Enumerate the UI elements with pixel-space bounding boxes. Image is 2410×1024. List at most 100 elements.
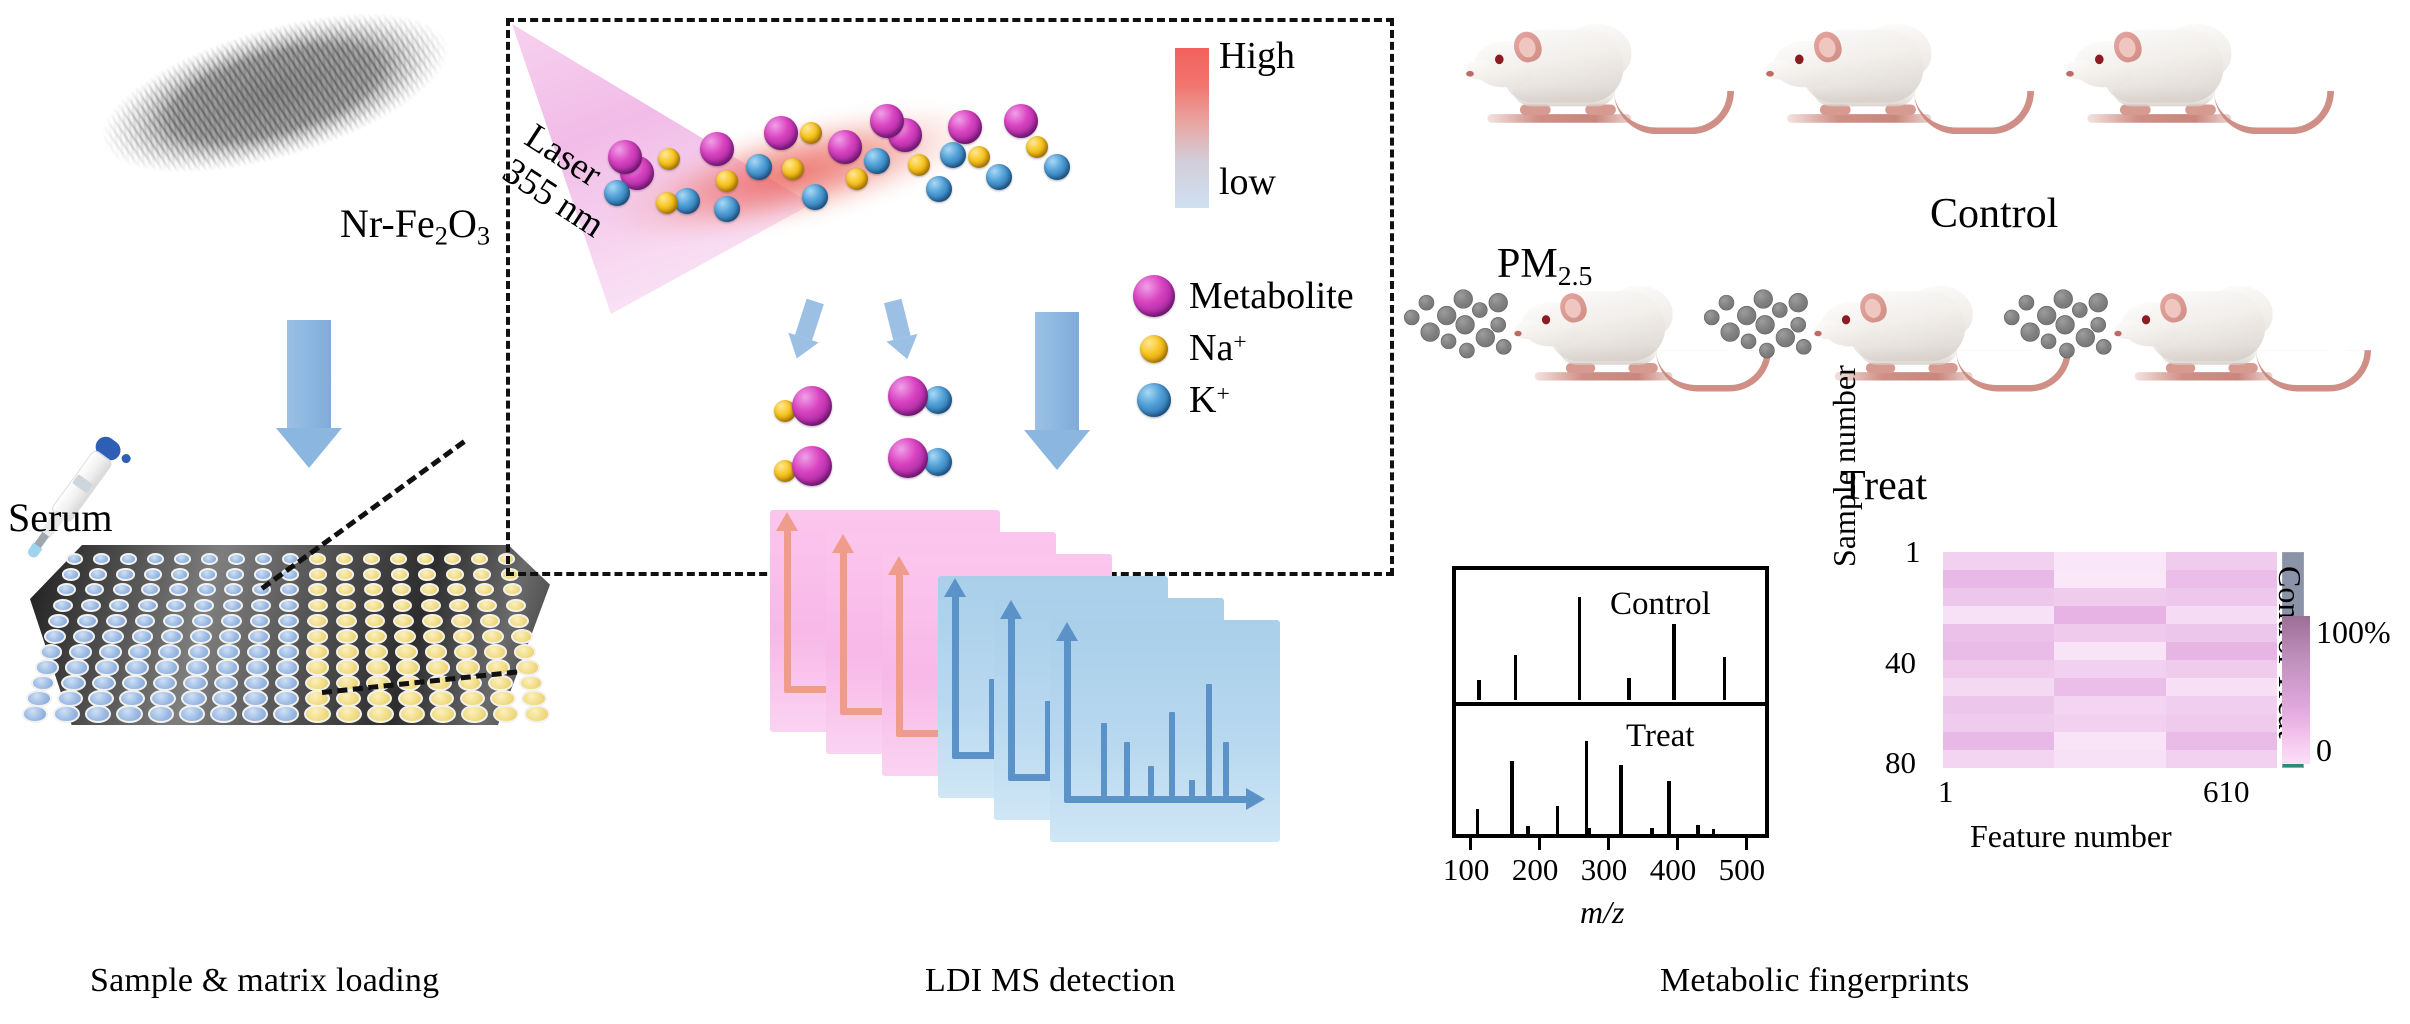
plate-well <box>335 583 355 597</box>
metabolite-ball <box>792 386 832 426</box>
sodium-icon <box>1133 325 1179 371</box>
plate-well <box>249 613 271 629</box>
pm25-label: PM2.5 <box>1497 241 1593 291</box>
potassium-icon <box>1133 377 1179 423</box>
plate-well <box>143 568 162 581</box>
ion-legend: Metabolite Na+ K+ <box>1133 270 1354 426</box>
mouse-illustration <box>1703 282 2076 392</box>
heatmap-cell <box>2165 714 2277 732</box>
potassium-ball <box>864 148 890 174</box>
plate-well <box>479 613 501 629</box>
plate-well <box>160 629 183 644</box>
pm25-particle-cloud <box>2000 286 2112 359</box>
spectrum-y-arrow <box>1000 600 1022 619</box>
mouse-illustration <box>2066 20 2339 135</box>
pm25-particle <box>1740 333 1757 350</box>
plate-well <box>308 583 328 597</box>
plate-well <box>220 613 242 629</box>
mouse-illustration <box>1766 20 2039 135</box>
ms-peak-treat <box>1475 808 1480 834</box>
pm25-particle <box>1472 302 1488 318</box>
plate-well <box>116 568 135 581</box>
mouse-eye <box>2094 54 2104 65</box>
sodium-ball <box>800 122 822 144</box>
plate-well <box>364 613 386 629</box>
plate-well <box>306 629 329 644</box>
pm25-particle <box>2055 315 2075 335</box>
plate-well <box>125 659 149 676</box>
mouse-foot <box>1819 104 1851 116</box>
control-group-label: Control <box>1930 191 2059 237</box>
ms-panel-treat-label: Treat <box>1626 718 1695 754</box>
ms-peak-control <box>1627 677 1631 700</box>
mouse-ear-inner <box>2162 296 2184 320</box>
spectrum-y-axis <box>952 594 959 758</box>
heatmap-cell <box>2165 606 2277 624</box>
plate-well <box>419 583 439 597</box>
plate-well <box>158 644 181 660</box>
pm25-particle <box>2088 293 2108 313</box>
mouse-foot <box>1628 362 1658 374</box>
mouse-foot <box>2185 104 2216 116</box>
plate-well <box>57 583 77 597</box>
spectrum-x-arrow <box>1246 788 1265 810</box>
plate-well <box>137 598 158 613</box>
potassium-ball <box>802 184 828 210</box>
mouse-illustration <box>2003 282 2376 392</box>
spectrum-peak <box>1100 722 1107 796</box>
mouse-tail <box>1956 350 2071 392</box>
metabolite-ball <box>1004 104 1038 138</box>
spectrum-y-axis <box>840 550 847 714</box>
sodium-ball <box>1026 136 1048 158</box>
plate-well <box>48 613 70 629</box>
plate-well <box>307 598 328 613</box>
mouse-nose <box>2114 330 2122 337</box>
ms-peak-control <box>1722 657 1726 700</box>
plate-well <box>187 644 211 660</box>
heatmap-cell <box>2165 732 2277 750</box>
plate-well <box>335 568 355 581</box>
heatmap-cell <box>2054 642 2166 660</box>
loading-arrow <box>276 320 342 468</box>
plate-well <box>450 613 472 629</box>
spectrum-y-arrow <box>776 512 798 531</box>
ms-peak-treat <box>1587 827 1591 834</box>
heatmap-xtick-max: 610 <box>2203 774 2250 809</box>
plate-well <box>155 659 180 676</box>
plate-well <box>171 568 190 581</box>
plate-well <box>120 553 138 565</box>
spectrum-y-axis <box>1008 616 1015 780</box>
heatmap-x-axis-title: Feature number <box>1970 818 2172 854</box>
spectrum-peak <box>1189 779 1195 796</box>
colorbar-min-label: 0 <box>2316 732 2332 768</box>
pm25-particle-cloud <box>1700 286 1812 359</box>
sodium-ball <box>846 168 868 190</box>
ms-x-tick <box>1744 838 1749 850</box>
mouse-eye <box>1541 315 1551 325</box>
ms-x-tick <box>1606 838 1611 850</box>
pm25-particle <box>1440 333 1457 350</box>
plate-well <box>393 613 415 629</box>
ms-peak-control <box>1513 655 1518 700</box>
plate-well <box>69 644 92 660</box>
plate-well <box>277 629 300 644</box>
ms-x-axis-title: m/z <box>1580 894 1625 930</box>
ion-cluster <box>774 386 846 432</box>
control-mice-row <box>1466 10 2400 190</box>
plate-well <box>194 598 215 613</box>
plate-well <box>447 583 467 597</box>
heatmap-cell <box>2165 642 2277 660</box>
pm25-particle <box>1718 294 1735 311</box>
plate-well <box>305 659 330 676</box>
plate-well <box>365 659 390 676</box>
colorbar-max-label: 100% <box>2316 614 2391 650</box>
plate-well <box>335 613 357 629</box>
pm25-particle <box>2003 309 2020 326</box>
metabolite-icon <box>1133 273 1179 319</box>
pm25-particle <box>1459 342 1475 359</box>
mouse-nose <box>1466 70 1474 77</box>
nanorod-image <box>84 0 466 206</box>
heatmap-cell <box>2054 696 2166 714</box>
legend-item-sodium: Na+ <box>1133 322 1354 374</box>
plate-well <box>444 553 462 565</box>
